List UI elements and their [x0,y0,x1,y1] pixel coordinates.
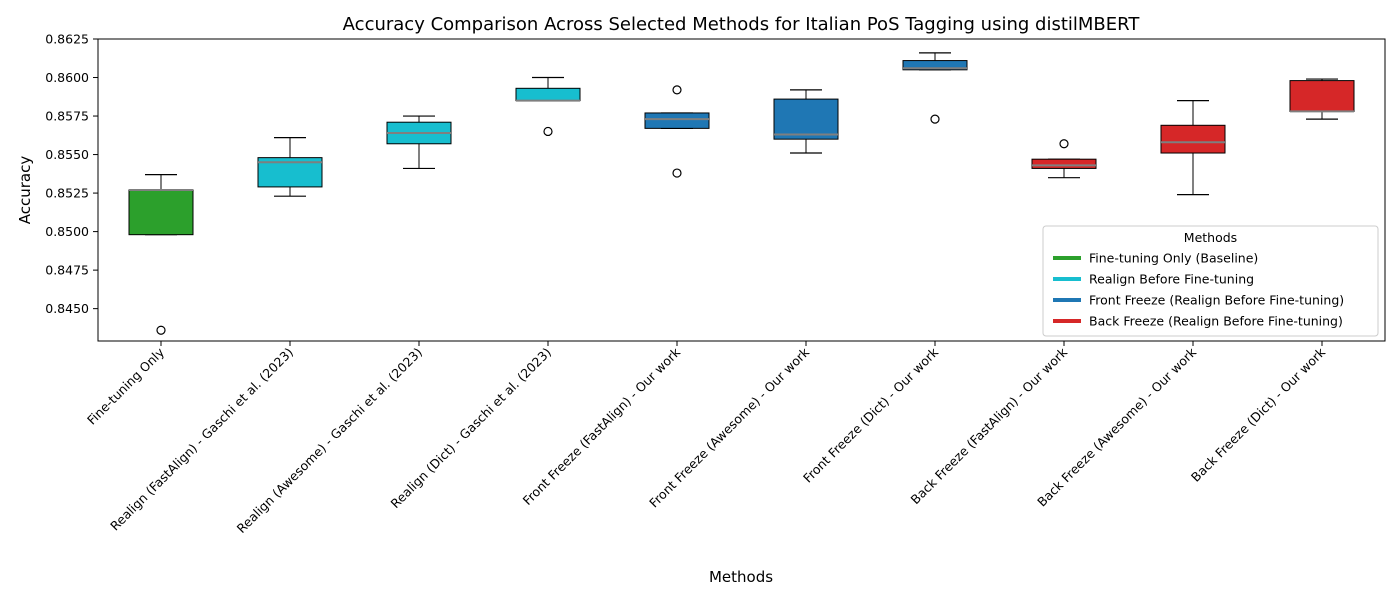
x-tick-label: Fine-tuning Only [84,344,168,428]
y-tick-label: 0.8500 [45,224,89,239]
x-axis-label: Methods [709,568,773,586]
outlier-point [930,114,940,124]
x-tick-label: Back Freeze (FastAlign) - Our work [908,344,1071,507]
y-tick-label: 0.8575 [45,109,89,124]
legend-label: Back Freeze (Realign Before Fine-tuning) [1089,314,1343,329]
y-tick-label: 0.8550 [45,147,89,162]
y-tick-label: 0.8450 [45,301,89,316]
box [128,189,194,236]
outlier-point [543,126,553,137]
y-tick-label: 0.8625 [45,32,89,47]
legend-label: Realign Before Fine-tuning [1089,272,1254,287]
legend-item: Back Freeze (Realign Before Fine-tuning) [1053,314,1343,329]
box [773,98,839,140]
y-axis-label: Accuracy [16,156,34,225]
x-tick-label: Front Freeze (Awesome) - Our work [646,344,812,510]
legend-label: Fine-tuning Only (Baseline) [1089,251,1258,266]
x-tick-label: Front Freeze (Dict) - Our work [800,344,942,486]
legend-box [1042,225,1379,337]
box [902,60,968,71]
box [1031,158,1097,169]
box [644,112,710,129]
chart-title: Accuracy Comparison Across Selected Meth… [343,14,1141,35]
outlier-point [672,85,682,95]
y-tick-label: 0.8600 [45,70,89,85]
legend-label: Front Freeze (Realign Before Fine-tuning… [1089,293,1344,308]
x-tick-label: Back Freeze (Dict) - Our work [1188,344,1329,485]
x-tick-label: Realign (Dict) - Gaschi et al. (2023) [387,345,554,512]
outlier-point [156,325,166,335]
legend-item: Front Freeze (Realign Before Fine-tuning… [1053,293,1344,308]
box-group: Fine-tuning Only [84,173,194,428]
x-tick-label: Back Freeze (Awesome) - Our work [1034,344,1200,510]
outlier-point [1059,139,1069,149]
box [1289,80,1355,112]
outlier-point [672,168,682,178]
y-tick-label: 0.8475 [45,263,89,278]
x-tick-label: Front Freeze (FastAlign) - Our work [520,344,684,508]
legend-item: Fine-tuning Only (Baseline) [1053,251,1258,266]
y-tick-label: 0.8525 [45,186,89,201]
legend-item: Realign Before Fine-tuning [1053,272,1254,287]
legend-title: Methods [1184,230,1237,245]
box-group: Front Freeze (Awesome) - Our work [646,89,839,510]
plot-frame [97,38,1386,342]
box-group: Front Freeze (FastAlign) - Our work [520,85,710,508]
legend: Methods Fine-tuning Only (Baseline) Realig… [1042,225,1379,337]
box [1160,124,1226,154]
box [515,87,581,102]
